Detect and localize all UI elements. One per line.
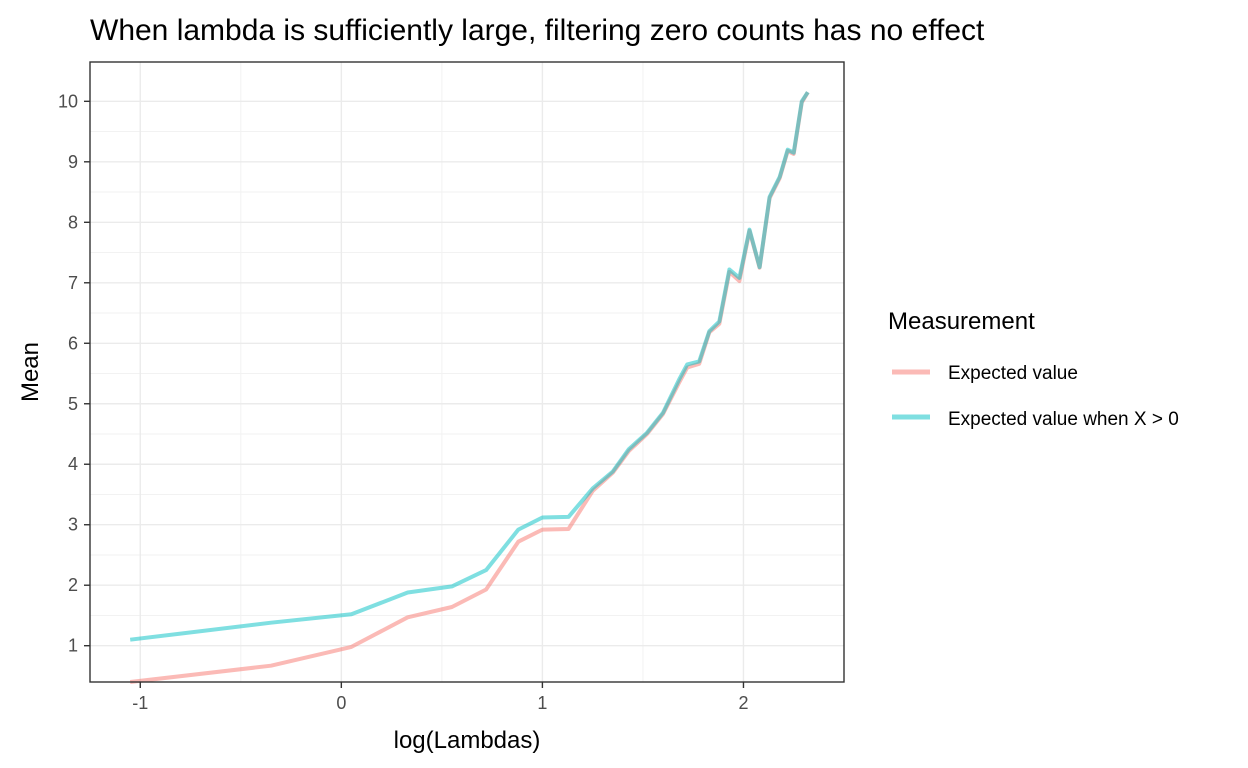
y-tick-label: 7 — [68, 273, 78, 293]
y-tick-label: 9 — [68, 152, 78, 172]
series-lines — [129, 91, 810, 684]
series-line-expected-value-when-x-gt-0 — [129, 91, 810, 642]
legend-label-expected-value: Expected value — [948, 363, 1078, 384]
y-tick-label: 3 — [68, 515, 78, 535]
y-tick-label: 5 — [68, 394, 78, 414]
y-tick-label: 1 — [68, 636, 78, 656]
y-tick-label: 4 — [68, 454, 78, 474]
x-axis-ticks: -1 0 1 2 — [132, 682, 748, 713]
x-tick-label: 1 — [537, 693, 547, 713]
x-tick-label: 2 — [738, 693, 748, 713]
plot-border — [89, 61, 845, 683]
major-gridlines — [90, 62, 844, 682]
minor-gridlines — [90, 62, 844, 682]
y-tick-label: 8 — [68, 212, 78, 232]
y-axis-title: Mean — [17, 342, 44, 402]
x-tick-label: -1 — [132, 693, 148, 713]
y-tick-label: 2 — [68, 575, 78, 595]
x-tick-label: 0 — [336, 693, 346, 713]
legend: Measurement Expected value Expected valu… — [888, 308, 1179, 430]
legend-title: Measurement — [888, 308, 1035, 335]
y-axis-ticks: 1 2 3 4 5 6 7 8 9 10 — [58, 91, 90, 656]
plot-panel — [90, 62, 844, 682]
x-axis-title: log(Lambdas) — [394, 727, 541, 754]
y-tick-label: 10 — [58, 91, 78, 111]
chart-title: When lambda is sufficiently large, filte… — [90, 14, 985, 47]
y-tick-label: 6 — [68, 333, 78, 353]
legend-label-expected-value-when-x-gt-0: Expected value when X > 0 — [948, 409, 1179, 430]
